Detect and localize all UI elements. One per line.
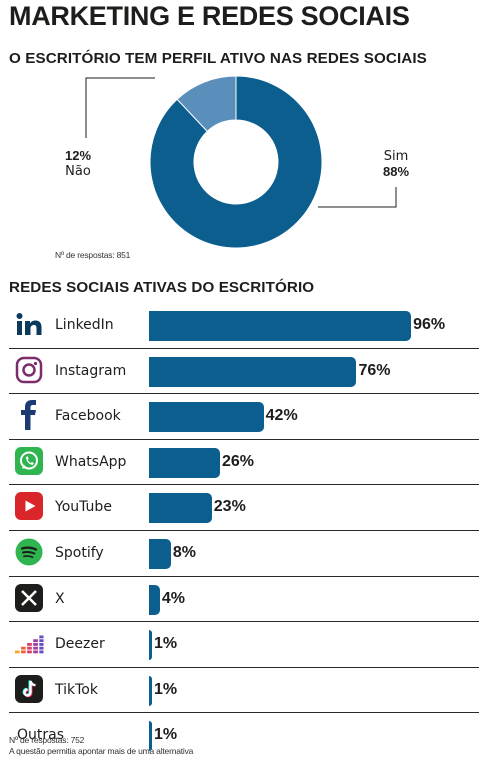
bar-chart: LinkedIn 96% Instagram 76% Facebook 42% WhatsA… [9, 303, 479, 758]
bar-value: 4% [161, 589, 186, 607]
bar-row-linkedin: LinkedIn 96% [9, 303, 479, 348]
linkedin-icon [14, 309, 44, 339]
bar-label: YouTube [55, 499, 112, 516]
donut-value-nao: 12% [65, 148, 91, 163]
bar-row-facebook: Facebook 42% [9, 393, 479, 439]
donut-section-title: O ESCRITÓRIO TEM PERFIL ATIVO NAS REDES … [9, 50, 427, 67]
bar-youtube [149, 493, 212, 524]
bar-label: Outras [17, 727, 65, 744]
bar-label: Facebook [55, 408, 121, 425]
donut-label-sim: Sim [384, 149, 409, 164]
bar-value: 76% [358, 361, 391, 379]
whatsapp-icon [14, 446, 44, 476]
bar-label: LinkedIn [55, 317, 114, 333]
bar-row-x: X 4% [9, 575, 479, 622]
bar-multiple-note: A questão permitia apontar mais de uma a… [9, 746, 194, 756]
bar-footnote: Nº de respostas: 752 A questão permitia … [9, 735, 193, 757]
leader-line-sim [318, 187, 397, 208]
donut-responses-note: Nº de respostas: 851 [55, 250, 131, 260]
bar-whatsapp [149, 447, 220, 478]
bar-label: Instagram [55, 362, 127, 379]
bar-value: 23% [213, 498, 246, 516]
main-title: MARKETING E REDES SOCIAIS [9, 1, 410, 31]
bar-x [149, 584, 160, 615]
spotify-icon [14, 537, 44, 567]
bar-row-whatsapp: WhatsApp 26% [9, 438, 479, 485]
donut-slice-não [176, 75, 237, 133]
x-icon [14, 583, 44, 613]
bar-value: 8% [172, 543, 196, 561]
deezer-icon [14, 628, 44, 658]
donut-value-sim: 88% [383, 164, 409, 179]
bar-label: Deezer [55, 636, 105, 653]
bar-section-title: REDES SOCIAIS ATIVAS DO ESCRITÓRIO [9, 279, 315, 296]
bar-responses-note: Nº de respostas: 752 [9, 735, 85, 745]
bar-value: 1% [154, 635, 178, 653]
bar-instagram [149, 356, 357, 387]
bar-label: Spotify [55, 544, 104, 561]
bar-value: 96% [413, 316, 446, 333]
donut-label-nao: Não [65, 164, 91, 179]
bar-outras [149, 721, 152, 752]
bar-deezer [149, 630, 152, 661]
bar-row-deezer: Deezer 1% [9, 621, 479, 667]
bar-label: WhatsApp [55, 453, 127, 470]
bar-value: 1% [154, 680, 178, 698]
bar-label: TikTok [55, 681, 98, 698]
bar-row-spotify: Spotify 8% [9, 529, 479, 576]
leader-line-nao [85, 77, 155, 138]
tiktok-icon [14, 674, 44, 704]
bar-row-youtube: YouTube 23% [9, 484, 479, 530]
bar-spotify [149, 538, 171, 569]
bar-row-instagram: Instagram 76% [9, 347, 479, 394]
bar-row-tiktok: TikTok 1% [9, 666, 479, 713]
bar-value: 26% [221, 452, 254, 470]
bar-value: 1% [154, 726, 178, 744]
bar-label: X [55, 590, 65, 607]
bar-row-outras: Outras 1% [9, 712, 479, 758]
bar-value: 42% [265, 407, 298, 425]
bar-linkedin [149, 311, 412, 341]
bar-facebook [149, 402, 264, 433]
instagram-icon [14, 355, 44, 385]
youtube-icon [14, 491, 44, 521]
donut-slice-sim [149, 75, 323, 249]
bar-tiktok [149, 675, 152, 706]
facebook-icon [14, 400, 44, 431]
